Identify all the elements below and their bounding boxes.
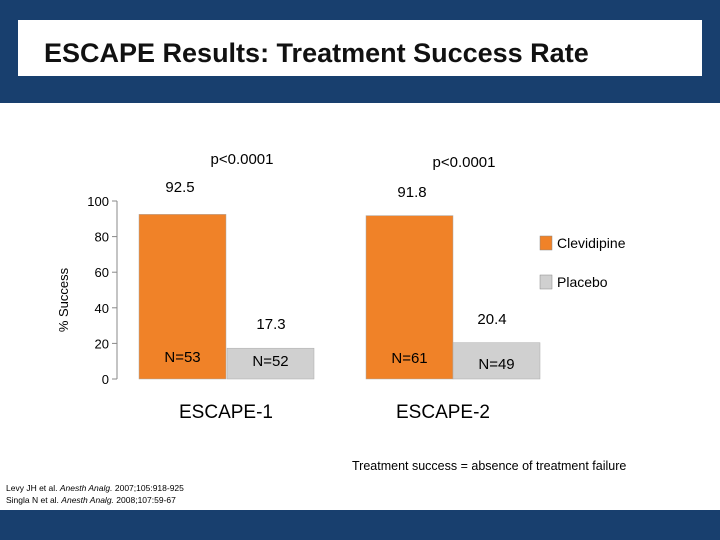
legend-swatch-clevidipine xyxy=(539,235,553,251)
slide-title: ESCAPE Results: Treatment Success Rate xyxy=(44,38,589,68)
value-label-clevidipine-2: 91.8 xyxy=(397,184,426,201)
header-panel xyxy=(18,20,702,76)
y-tick-label-60: 60 xyxy=(95,265,109,280)
category-label-1: ESCAPE-1 xyxy=(179,402,273,423)
reference-1: Levy JH et al. Anesth Analg. 2007;105:91… xyxy=(6,483,184,493)
legend-swatch-placebo xyxy=(539,274,553,290)
reference-2-authors: Singla N et al. xyxy=(6,495,59,505)
value-label-placebo-1: 17.3 xyxy=(256,316,285,333)
reference-2-details: 2008;107:59-67 xyxy=(116,495,176,505)
y-tick-label-0: 0 xyxy=(102,372,109,387)
legend-label-clevidipine: Clevidipine xyxy=(557,235,626,251)
bar-clevidipine-escape-2 xyxy=(365,215,454,380)
category-label-2: ESCAPE-2 xyxy=(396,402,490,423)
value-label-clevidipine-1: 92.5 xyxy=(165,179,194,196)
footer-bar xyxy=(0,510,720,540)
reference-2-journal: Anesth Analg. xyxy=(61,495,114,505)
n-label-clevidipine-2: N=61 xyxy=(391,350,427,367)
y-axis-label: % Success xyxy=(56,267,71,332)
reference-2: Singla N et al. Anesth Analg. 2008;107:5… xyxy=(6,495,176,505)
n-label-placebo-2: N=49 xyxy=(478,356,514,373)
bar-clevidipine-escape-1 xyxy=(138,214,227,380)
value-label-placebo-2: 20.4 xyxy=(477,311,506,328)
bar-placebo-escape-1 xyxy=(226,347,315,380)
p-value-2: p<0.0001 xyxy=(433,154,496,171)
reference-1-authors: Levy JH et al. xyxy=(6,483,58,493)
legend-label-placebo: Placebo xyxy=(557,274,608,290)
n-label-placebo-1: N=52 xyxy=(252,353,288,370)
y-tick-label-20: 20 xyxy=(95,336,109,351)
y-tick-label-100: 100 xyxy=(87,194,109,209)
p-value-1: p<0.0001 xyxy=(211,151,274,168)
reference-1-journal: Anesth Analg. xyxy=(59,483,113,493)
y-tick-label-40: 40 xyxy=(95,301,109,316)
footnote: Treatment success = absence of treatment… xyxy=(352,459,627,473)
bar-placebo-escape-2 xyxy=(452,342,541,380)
n-label-clevidipine-1: N=53 xyxy=(164,349,200,366)
reference-1-details: 2007;105:918-925 xyxy=(114,483,184,493)
y-tick-label-80: 80 xyxy=(95,230,109,245)
